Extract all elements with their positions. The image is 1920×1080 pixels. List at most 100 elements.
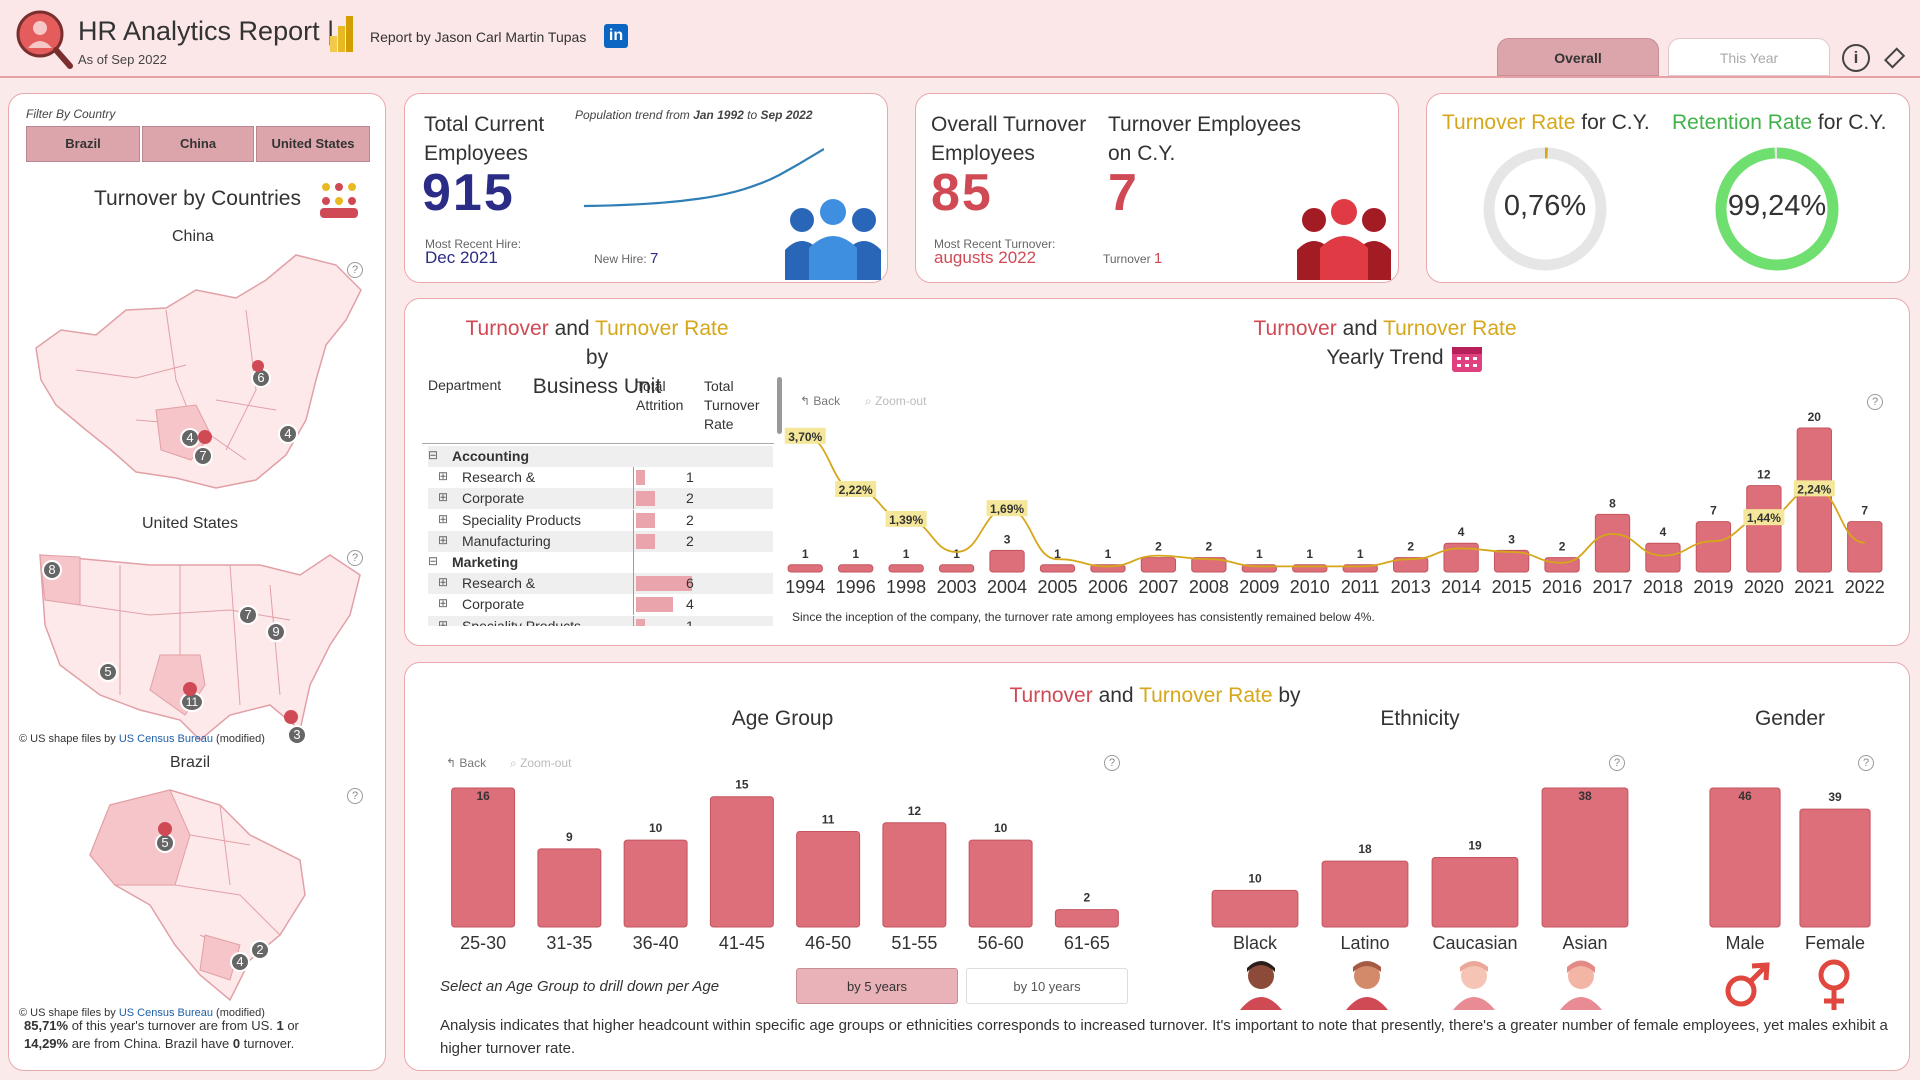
yearly-zoom-button[interactable]: ⌕ Zoom-out	[865, 394, 927, 408]
us-marker-3[interactable]: 3	[287, 725, 307, 745]
bar	[1431, 857, 1519, 928]
year-label: 2004	[987, 577, 1027, 597]
year-label: 2016	[1542, 577, 1582, 597]
bar	[1054, 909, 1119, 928]
china-marker-7[interactable]: 7	[193, 446, 213, 466]
census-link[interactable]: US Census Bureau	[118, 733, 213, 745]
retention-donut-arc	[1715, 147, 1839, 271]
age-group-title: Age Group	[731, 707, 834, 730]
turnover-rate-value: 0,76%	[1503, 190, 1587, 222]
year-bar	[1393, 557, 1429, 573]
gender-title: Gender	[1754, 707, 1826, 730]
year-label: 2022	[1845, 577, 1885, 597]
age-back-button[interactable]: ↰ Back	[446, 756, 487, 770]
year-label: 2010	[1290, 577, 1330, 597]
year-bar	[1493, 549, 1530, 573]
us-marker-9[interactable]: 9	[266, 622, 286, 642]
brazil-map-credit: © US shape files by US Census Bureau (mo…	[19, 1007, 265, 1019]
country-footnote: 85,71% of this year's turnover are from …	[24, 1018, 299, 1051]
category-label: Male	[1725, 933, 1764, 953]
bu-col-department: Department	[428, 377, 502, 393]
linkedin-icon[interactable]: in	[604, 24, 628, 48]
black-person-icon	[1238, 958, 1284, 1010]
yearly-back-button[interactable]: ↰ Back	[800, 394, 841, 408]
brazil-marker-4[interactable]: 4	[230, 952, 250, 972]
brazil-marker-2[interactable]: 2	[250, 940, 270, 960]
brazil-marker-5[interactable]: 5	[155, 833, 175, 853]
us-help-icon[interactable]: ?	[347, 550, 363, 566]
us-pin-1	[183, 682, 197, 696]
census-link-2[interactable]: US Census Bureau	[118, 1007, 213, 1019]
us-marker-5[interactable]: 5	[98, 662, 118, 682]
bar	[709, 796, 774, 928]
bar-value-label: 15	[735, 778, 749, 792]
china-marker-6[interactable]: 6	[251, 368, 271, 388]
year-bar-value: 7	[1710, 504, 1717, 518]
bar-value-label: 2	[1084, 891, 1091, 905]
us-marker-11[interactable]: 11	[180, 692, 204, 712]
year-label: 1994	[785, 577, 825, 597]
age-drill-label: Select an Age Group to drill down per Ag…	[440, 978, 720, 995]
gender-chart: 46 Male 39 Female	[1709, 787, 1871, 953]
filter-us-button[interactable]: United States	[256, 126, 370, 162]
year-label: 2003	[937, 577, 977, 597]
tab-overall[interactable]: Overall	[1497, 38, 1659, 76]
filter-brazil-button[interactable]: Brazil	[26, 126, 140, 162]
population-trend-line	[584, 148, 824, 208]
year-label: 2005	[1037, 577, 1077, 597]
year-label: 2018	[1643, 577, 1683, 597]
by-5-years-button[interactable]: by 5 years	[796, 968, 958, 1004]
bar-value-label: 39	[1828, 790, 1842, 804]
category-label: 61-65	[1064, 933, 1110, 953]
bar-value-label: 38	[1578, 789, 1592, 803]
bar	[451, 787, 516, 928]
year-bar	[1746, 485, 1782, 573]
kpi2-recent-label: Most Recent Turnover:	[934, 237, 1056, 251]
rate-label-bg	[784, 427, 826, 444]
us-map	[39, 554, 361, 742]
age-zoom-button[interactable]: ⌕ Zoom-out	[510, 756, 572, 770]
brazil-help-icon[interactable]: ?	[347, 788, 363, 804]
rate-label: 1,44%	[1747, 511, 1781, 525]
gender-help-icon[interactable]: ?	[1858, 755, 1874, 771]
year-bar-value: 1	[802, 547, 809, 561]
year-label: 2021	[1794, 577, 1834, 597]
report-author: Report by Jason Carl Martin Tupas	[370, 29, 587, 45]
year-label: 1998	[886, 577, 926, 597]
year-bar-value: 3	[1508, 532, 1515, 546]
year-bar-value: 2	[1206, 540, 1213, 554]
kpi2-cy-title: Turnover Employees on C.Y.	[1108, 113, 1301, 165]
us-pin-2	[284, 710, 298, 724]
year-label: 2009	[1239, 577, 1279, 597]
turnover-rate-line	[805, 435, 1865, 568]
year-bar-value: 2	[1407, 540, 1414, 554]
year-bar-value: 1	[1105, 547, 1112, 561]
filter-china-button[interactable]: China	[142, 126, 254, 162]
category-label: Latino	[1340, 933, 1389, 953]
bar	[1799, 808, 1871, 928]
bar-value-label: 10	[649, 821, 663, 835]
us-marker-8[interactable]: 8	[42, 560, 62, 580]
us-map-credit: © US shape files by US Census Bureau (mo…	[19, 733, 265, 745]
by-10-years-button[interactable]: by 10 years	[966, 968, 1128, 1004]
bar-value-label: 19	[1468, 839, 1482, 853]
china-pin-2	[252, 360, 264, 372]
bu-table-scrollbar[interactable]	[777, 377, 782, 434]
yearly-trend-chart: 1 1994 1 1996 1 1998 1 2003 3 2004 1 2005 1 2006 2 2007…	[784, 410, 1885, 597]
bar	[882, 822, 947, 928]
china-marker-4a[interactable]: 4	[278, 424, 298, 444]
china-marker-4b[interactable]: 4	[180, 428, 200, 448]
rate-label: 1,69%	[990, 502, 1024, 516]
kpi1-recent-value: Dec 2021	[425, 248, 498, 267]
eraser-icon[interactable]	[1882, 44, 1910, 72]
tab-this-year[interactable]: This Year	[1668, 38, 1830, 76]
year-bar-value: 7	[1861, 504, 1868, 518]
year-label: 2019	[1693, 577, 1733, 597]
us-marker-7[interactable]: 7	[238, 605, 258, 625]
age-help-icon[interactable]: ?	[1104, 755, 1120, 771]
year-label: 2007	[1138, 577, 1178, 597]
yearly-help-icon[interactable]: ?	[1867, 394, 1883, 410]
info-icon[interactable]: i	[1842, 44, 1870, 72]
china-help-icon[interactable]: ?	[347, 262, 363, 278]
ethnicity-help-icon[interactable]: ?	[1609, 755, 1625, 771]
